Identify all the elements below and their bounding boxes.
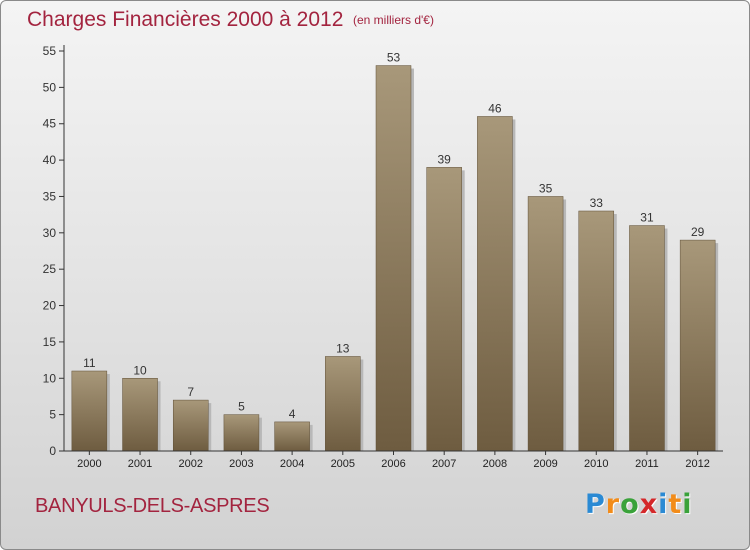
y-tick-label: 45: [43, 117, 57, 131]
bar: [223, 414, 260, 452]
x-tick-label: 2006: [381, 458, 405, 470]
y-tick-label: 20: [43, 299, 57, 313]
bar: [477, 116, 513, 452]
value-label: 35: [539, 181, 553, 195]
bar: [274, 421, 310, 452]
x-tick-label: 2007: [432, 458, 456, 470]
logo-letter: o: [620, 489, 640, 520]
value-label: 13: [336, 341, 350, 355]
x-tick-label: 2010: [584, 458, 608, 470]
y-tick-label: 55: [43, 44, 57, 58]
y-tick-label: 40: [43, 153, 57, 167]
y-tick-label: 5: [49, 408, 56, 422]
logo-letter: i: [658, 489, 669, 520]
value-label: 31: [640, 211, 654, 225]
value-label: 39: [438, 152, 452, 166]
bar: [426, 167, 462, 452]
x-tick-label: 2005: [331, 458, 355, 470]
value-label: 33: [590, 196, 604, 210]
x-tick-label: 2002: [178, 458, 202, 470]
logo-letter: r: [605, 489, 621, 520]
y-tick-label: 35: [43, 189, 57, 203]
x-tick-label: 2001: [128, 458, 152, 470]
value-label: 5: [238, 400, 245, 414]
bar: [325, 356, 361, 452]
value-label: 29: [691, 225, 705, 239]
x-tick-label: 2003: [229, 458, 253, 470]
x-tick-label: 2012: [685, 458, 709, 470]
y-tick-label: 15: [43, 335, 57, 349]
bar: [375, 65, 412, 452]
bar: [679, 239, 716, 452]
bar: [122, 378, 158, 452]
x-tick-label: 2000: [77, 458, 101, 470]
bar: [71, 370, 108, 452]
value-label: 53: [387, 51, 401, 65]
y-tick-label: 25: [43, 262, 57, 276]
bar: [578, 210, 615, 452]
value-label: 11: [83, 356, 96, 370]
x-tick-label: 2004: [280, 458, 304, 470]
x-tick-label: 2008: [483, 458, 507, 470]
y-tick-label: 10: [43, 371, 57, 385]
logo-letter: x: [639, 489, 659, 520]
y-tick-label: 0: [49, 444, 56, 458]
bar: [527, 196, 564, 452]
value-label: 4: [289, 407, 296, 421]
proxiti-logo: Proxiti: [585, 489, 693, 520]
bars-layer: 11 10 7 5 4 13 53 39 46 35 33 31 29: [71, 51, 719, 452]
bar: [172, 399, 209, 452]
logo-letter: t: [668, 489, 683, 520]
axes-layer: 2000 2001 2002 2003 2004 2005 2006 2007 2008 2009…: [43, 44, 723, 470]
value-label: 7: [187, 385, 194, 399]
chart-title: Charges Financières 2000 à 2012: [27, 8, 344, 31]
bar: [629, 225, 665, 452]
x-tick-label: 2009: [533, 458, 557, 470]
value-label: 46: [488, 101, 502, 115]
y-tick-label: 30: [43, 226, 57, 240]
chart-subtitle: (en milliers d'€): [353, 13, 434, 27]
logo-letter: i: [682, 489, 693, 520]
y-tick-label: 50: [43, 80, 57, 94]
value-label: 10: [133, 363, 147, 377]
logo-letter: P: [585, 489, 606, 520]
x-tick-label: 2011: [635, 458, 659, 470]
commune-name: BANYULS-DELS-ASPRES: [35, 495, 270, 517]
